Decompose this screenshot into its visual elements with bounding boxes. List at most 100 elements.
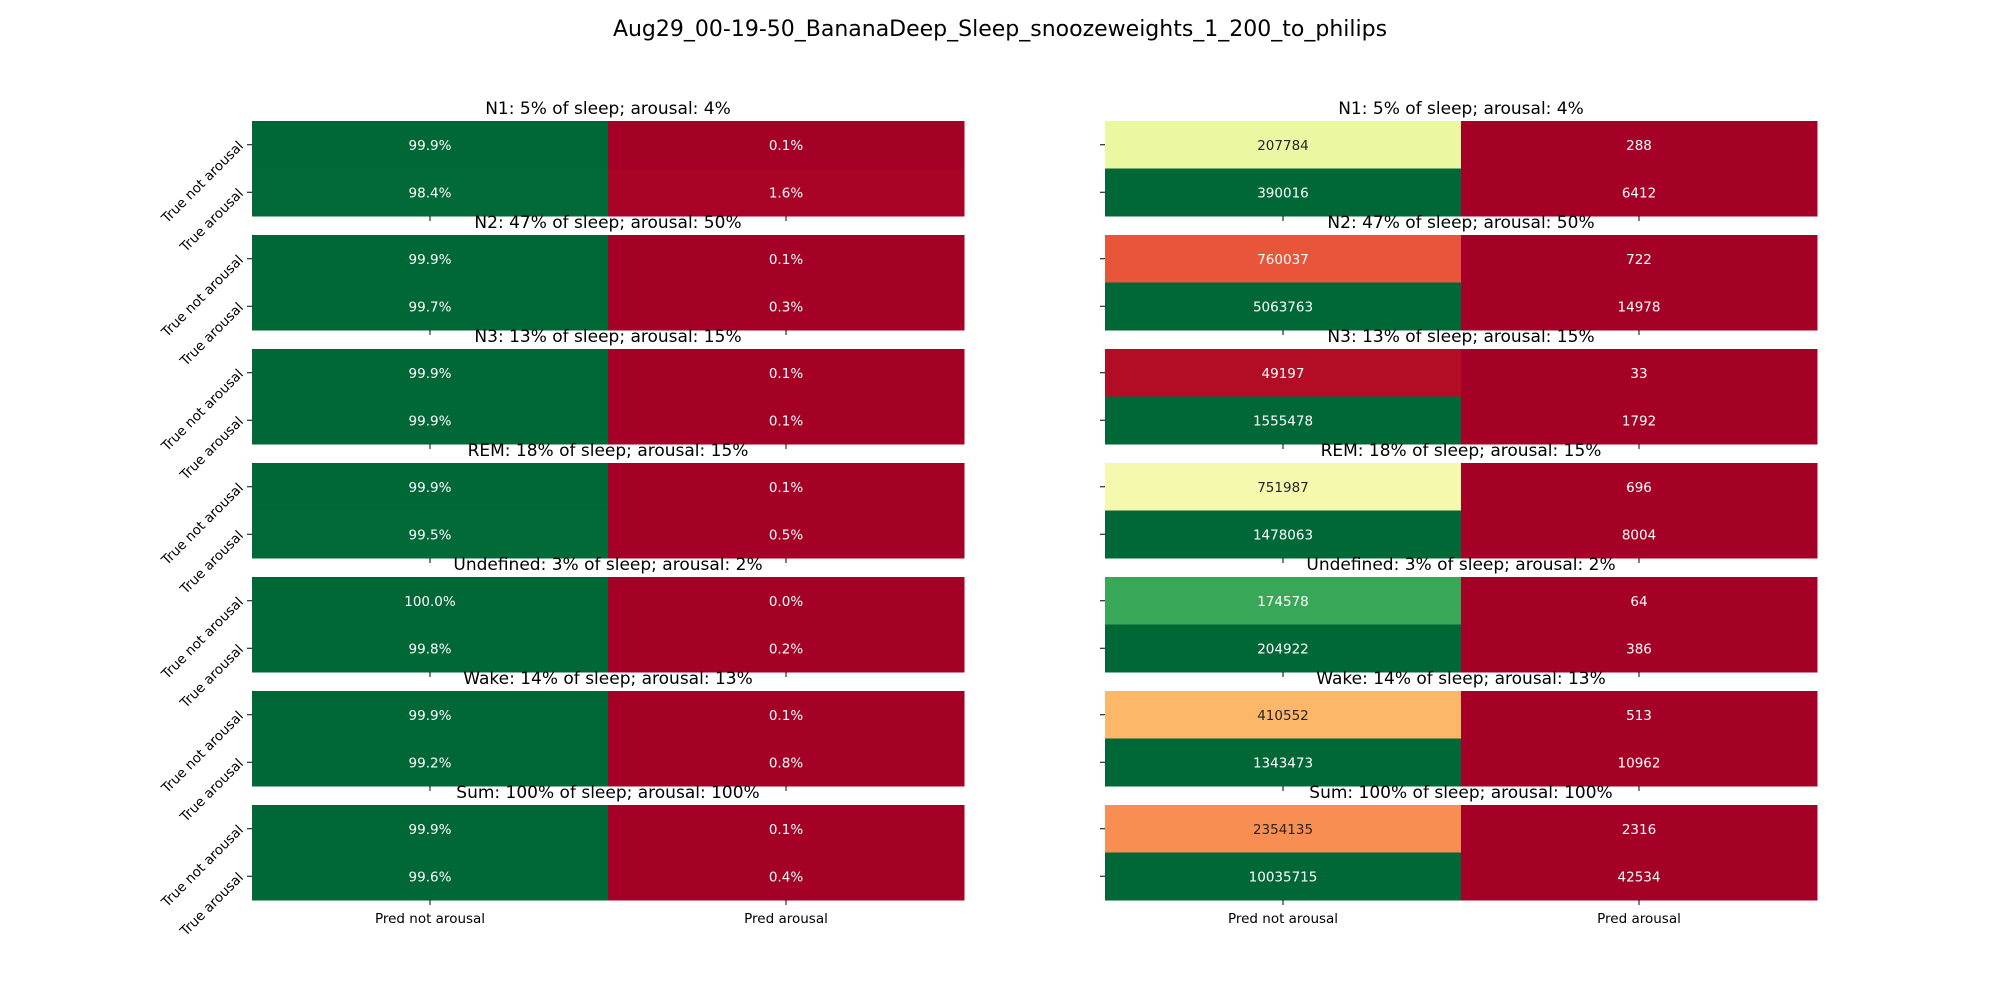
- panel-title: Undefined: 3% of sleep; arousal: 2%: [1306, 555, 1615, 575]
- cell-value-label: 1.6%: [769, 185, 803, 201]
- heatmap-cell: [1461, 396, 1818, 445]
- heatmap-cell: [1461, 805, 1818, 853]
- heatmap-cell: [608, 852, 965, 901]
- cell-value-label: 0.5%: [769, 527, 803, 543]
- cell-value-label: 99.9%: [409, 822, 452, 838]
- panel-title: Undefined: 3% of sleep; arousal: 2%: [453, 555, 762, 575]
- cell-value-label: 0.3%: [769, 299, 803, 315]
- cell-value-label: 49197: [1262, 366, 1305, 382]
- cell-value-label: 410552: [1257, 708, 1309, 724]
- cell-value-label: 42534: [1618, 869, 1661, 885]
- cell-value-label: 99.9%: [409, 138, 452, 154]
- cell-value-label: 204922: [1257, 641, 1309, 657]
- panel-title: REM: 18% of sleep; arousal: 15%: [1321, 441, 1602, 461]
- cell-value-label: 1792: [1622, 413, 1656, 429]
- panel-title: Wake: 14% of sleep; arousal: 13%: [463, 669, 753, 689]
- heatmap-panel-right: N2: 47% of sleep; arousal: 50% 760037 722 5…: [1100, 213, 1818, 335]
- heatmap-cell: [1461, 852, 1818, 901]
- heatmap-cell: [1105, 805, 1462, 853]
- heatmap-cell: [1461, 577, 1818, 625]
- cell-value-label: 100.0%: [404, 594, 456, 610]
- cell-value-label: 33: [1630, 366, 1647, 382]
- heatmap-cell: [608, 235, 965, 283]
- heatmap-cell: [1461, 235, 1818, 283]
- cell-value-label: 0.1%: [769, 138, 803, 154]
- heatmap-cell: [1105, 852, 1462, 901]
- cell-value-label: 99.9%: [409, 252, 452, 268]
- heatmap-cell: [1461, 510, 1818, 559]
- heatmap-cell: [1461, 738, 1818, 787]
- heatmap-cell: [608, 510, 965, 559]
- heatmap-cell: [1105, 463, 1462, 511]
- cell-value-label: 0.1%: [769, 480, 803, 496]
- cell-value-label: 751987: [1257, 480, 1309, 496]
- heatmap-cell: [252, 349, 609, 397]
- heatmap-cell: [608, 738, 965, 787]
- heatmap-cell: [252, 282, 609, 331]
- heatmap-cell: [608, 691, 965, 739]
- heatmap-cell: [252, 168, 609, 217]
- cell-value-label: 0.0%: [769, 594, 803, 610]
- cell-value-label: 0.1%: [769, 822, 803, 838]
- cell-value-label: 513: [1626, 708, 1652, 724]
- heatmap-panel-left: N3: 13% of sleep; arousal: 15% 99.9% 0.1% 9…: [158, 327, 965, 484]
- cell-value-label: 696: [1626, 480, 1652, 496]
- panel-title: N3: 13% of sleep; arousal: 15%: [1327, 327, 1594, 347]
- heatmap-cell: [1461, 463, 1818, 511]
- cell-value-label: 760037: [1257, 252, 1309, 268]
- heatmap-cell: [608, 805, 965, 853]
- cell-value-label: 0.1%: [769, 366, 803, 382]
- cell-value-label: 14978: [1618, 299, 1661, 315]
- heatmap-cell: [252, 577, 609, 625]
- heatmap-cell: [608, 121, 965, 169]
- heatmap-cell: [252, 852, 609, 901]
- cell-value-label: 207784: [1257, 138, 1309, 154]
- x-tick-label: Pred arousal: [744, 911, 828, 927]
- heatmap-cell: [1105, 282, 1462, 331]
- heatmap-cell: [252, 738, 609, 787]
- cell-value-label: 0.1%: [769, 413, 803, 429]
- heatmap-panel-right: Undefined: 3% of sleep; arousal: 2% 17457…: [1100, 555, 1818, 677]
- panel-title: Sum: 100% of sleep; arousal: 100%: [1309, 783, 1612, 803]
- heatmap-panel-right: Wake: 14% of sleep; arousal: 13% 410552 51…: [1100, 669, 1818, 791]
- heatmap-cell: [1105, 349, 1462, 397]
- cell-value-label: 99.9%: [409, 413, 452, 429]
- heatmap-panel-right: Sum: 100% of sleep; arousal: 100% 2354135…: [1100, 783, 1818, 927]
- cell-value-label: 99.9%: [409, 708, 452, 724]
- panel-title: Wake: 14% of sleep; arousal: 13%: [1316, 669, 1606, 689]
- cell-value-label: 722: [1626, 252, 1652, 268]
- heatmap-cell: [1105, 235, 1462, 283]
- cell-value-label: 98.4%: [409, 185, 452, 201]
- cell-value-label: 10962: [1618, 755, 1661, 771]
- panel-title: N2: 47% of sleep; arousal: 50%: [1327, 213, 1594, 233]
- heatmap-cell: [608, 282, 965, 331]
- cell-value-label: 99.9%: [409, 480, 452, 496]
- heatmap-cell: [608, 577, 965, 625]
- heatmap-panel-right: REM: 18% of sleep; arousal: 15% 751987 696…: [1100, 441, 1818, 563]
- heatmap-cell: [608, 349, 965, 397]
- x-tick-label: Pred not arousal: [1228, 911, 1338, 927]
- heatmap-cell: [1461, 282, 1818, 331]
- cell-value-label: 99.9%: [409, 366, 452, 382]
- heatmap-cell: [1105, 510, 1462, 559]
- heatmap-cell: [252, 121, 609, 169]
- heatmap-cell: [608, 168, 965, 217]
- cell-value-label: 2316: [1622, 822, 1656, 838]
- cell-value-label: 1478063: [1253, 527, 1313, 543]
- cell-value-label: 2354135: [1253, 822, 1313, 838]
- cell-value-label: 99.2%: [409, 755, 452, 771]
- heatmap-cell: [1461, 168, 1818, 217]
- heatmap-panel-right: N1: 5% of sleep; arousal: 4% 207784 288 390…: [1100, 99, 1818, 221]
- heatmap-cell: [252, 396, 609, 445]
- heatmap-cell: [1105, 691, 1462, 739]
- heatmap-panel-left: REM: 18% of sleep; arousal: 15% 99.9% 0.1%…: [158, 441, 965, 598]
- panel-title: N1: 5% of sleep; arousal: 4%: [485, 99, 731, 119]
- panel-title: REM: 18% of sleep; arousal: 15%: [468, 441, 749, 461]
- cell-value-label: 386: [1626, 641, 1652, 657]
- cell-value-label: 10035715: [1249, 869, 1318, 885]
- heatmap-cell: [1105, 624, 1462, 673]
- cell-value-label: 0.8%: [769, 755, 803, 771]
- heatmap-cell: [1105, 121, 1462, 169]
- cell-value-label: 6412: [1622, 185, 1656, 201]
- cell-value-label: 174578: [1257, 594, 1309, 610]
